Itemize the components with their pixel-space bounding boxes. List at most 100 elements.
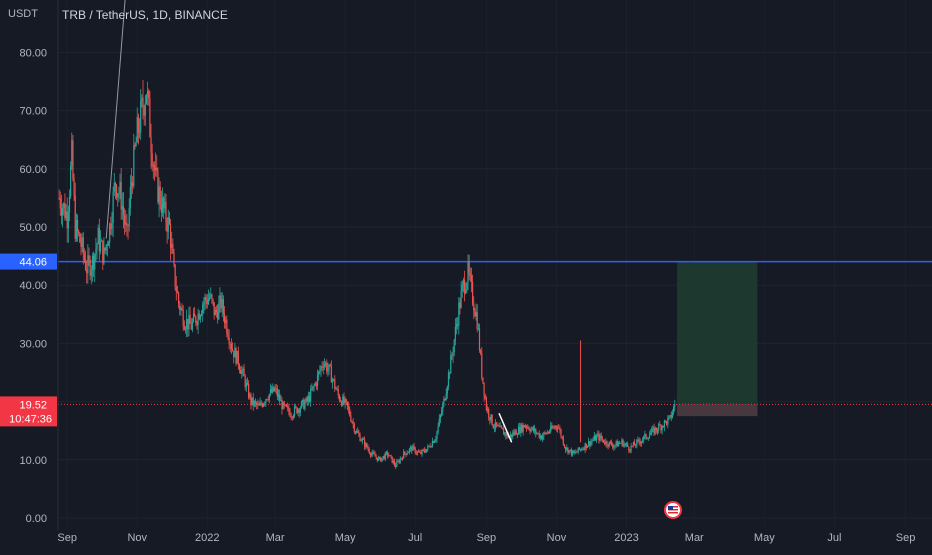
candle-body [486, 408, 489, 411]
candle-body [281, 400, 283, 410]
candle-body [515, 430, 517, 435]
candle-body [344, 399, 346, 404]
candle-body [291, 416, 293, 418]
candle-body [484, 395, 486, 399]
candle-body [236, 350, 238, 364]
y-tick-label: 50.00 [19, 222, 47, 234]
candle-body [570, 449, 572, 455]
candle-body [64, 203, 66, 219]
candle-body [648, 434, 651, 439]
candle-body [670, 415, 672, 418]
candle-body [660, 425, 662, 431]
candle-body [466, 282, 468, 291]
candle-body [664, 420, 667, 422]
candle-body [523, 425, 525, 428]
candle-body [501, 427, 504, 430]
candle-body [463, 279, 466, 294]
candle-body [540, 435, 543, 440]
candle-body [227, 333, 229, 338]
candle-body [212, 299, 214, 303]
candle-body [592, 439, 594, 441]
candle-body [136, 116, 138, 143]
candle-body [476, 312, 478, 330]
candle-body [367, 447, 369, 450]
candle-body [296, 407, 298, 414]
candle-body [384, 452, 386, 460]
candle-body [215, 309, 218, 313]
x-tick-label: Jul [827, 532, 841, 544]
candle-body [226, 319, 228, 334]
candle-body [453, 339, 455, 353]
candle-body [475, 312, 477, 317]
x-tick-label: May [335, 532, 356, 544]
candle-body [596, 435, 598, 441]
us-flag-icon[interactable] [664, 501, 682, 519]
candle-body [272, 386, 274, 393]
candle-body [292, 415, 295, 418]
candle-body [372, 452, 374, 455]
candle-body [133, 145, 135, 187]
candle-body [362, 438, 365, 440]
candle-body [196, 323, 198, 325]
candle-body [377, 457, 380, 461]
x-tick-label: Sep [896, 532, 916, 544]
candle-body [94, 254, 96, 270]
candle-body [627, 443, 629, 447]
candle-body [70, 165, 72, 197]
candle-body [66, 211, 68, 229]
candle-body [186, 318, 188, 329]
candle-body [71, 140, 73, 166]
candle-body [396, 461, 398, 467]
candle-body [435, 438, 437, 441]
candle-body [172, 243, 174, 253]
candle-body [149, 97, 151, 138]
candle-body [194, 313, 196, 317]
candle-body [610, 442, 613, 446]
candle-body [608, 441, 610, 447]
candle-body [203, 302, 205, 305]
candle-body [445, 393, 447, 400]
candle-body [674, 404, 676, 407]
candle-body [560, 429, 562, 437]
candle-body [647, 438, 649, 440]
candle-body [118, 192, 120, 194]
candle-body [271, 389, 273, 393]
candle-body [609, 441, 612, 443]
candle-body [253, 401, 255, 406]
candle-body [347, 405, 350, 409]
candle-body [607, 445, 609, 447]
candle-body [242, 368, 244, 371]
candle-body [134, 145, 136, 147]
y-tick-label: 60.00 [19, 164, 47, 176]
candle-body [662, 426, 664, 428]
candle-body [646, 438, 648, 440]
candle-body [280, 400, 282, 402]
candle-body [141, 97, 143, 101]
candle-body [585, 443, 587, 448]
candle-body [397, 460, 399, 462]
candle-body [554, 426, 556, 428]
candle-body [269, 389, 272, 394]
candle-body [73, 178, 75, 196]
candle-body [175, 286, 177, 292]
axis-currency-label: USDT [8, 8, 38, 20]
candle-body [304, 402, 306, 409]
candle-body [229, 343, 231, 345]
candle-body [454, 326, 456, 340]
candle-body [60, 208, 63, 216]
candle-body [399, 458, 401, 463]
candle-body [189, 314, 191, 324]
candle-body [88, 255, 90, 260]
candle-body [431, 441, 434, 447]
candle-body [81, 237, 83, 247]
candle-body [221, 299, 223, 309]
candle-body [163, 197, 165, 209]
candle-body [380, 457, 382, 462]
candle-body [302, 399, 304, 402]
candle-body [204, 297, 206, 303]
candle-body [594, 435, 597, 441]
candle-body [652, 427, 654, 429]
